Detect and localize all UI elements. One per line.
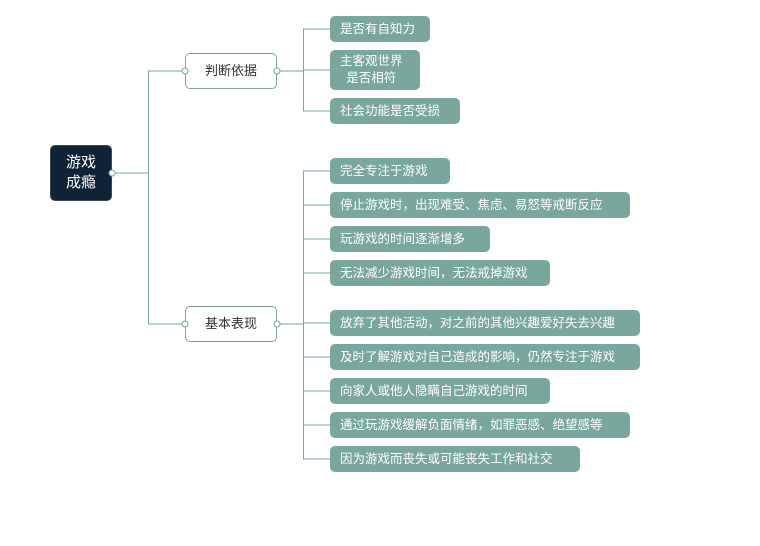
leaf-node-b2-8[interactable]: 因为游戏而丧失或可能丧失工作和社交	[330, 446, 580, 472]
leaf-node-b2-1[interactable]: 停止游戏时，出现难受、焦虑、易怒等戒断反应	[330, 192, 630, 218]
connector-dot	[182, 321, 189, 328]
root-node[interactable]: 游戏 成瘾	[50, 145, 112, 201]
leaf-node-b2-7[interactable]: 通过玩游戏缓解负面情绪，如罪恶感、绝望感等	[330, 412, 630, 438]
leaf-node-b2-2[interactable]: 玩游戏的时间逐渐增多	[330, 226, 490, 252]
leaf-node-b2-6[interactable]: 向家人或他人隐瞒自己游戏的时间	[330, 378, 550, 404]
leaf-node-b2-5[interactable]: 及时了解游戏对自己造成的影响，仍然专注于游戏	[330, 344, 640, 370]
branch-node-b2[interactable]: 基本表现	[185, 306, 277, 342]
leaf-node-b1-1[interactable]: 主客观世界 是否相符	[330, 50, 420, 90]
connector-dot	[182, 68, 189, 75]
leaf-node-b2-3[interactable]: 无法减少游戏时间，无法戒掉游戏	[330, 260, 550, 286]
connector-dot	[274, 321, 281, 328]
connector-dot	[274, 68, 281, 75]
leaf-node-b1-0[interactable]: 是否有自知力	[330, 16, 430, 42]
leaf-node-b1-2[interactable]: 社会功能是否受损	[330, 98, 460, 124]
branch-node-b1[interactable]: 判断依据	[185, 53, 277, 89]
connector-dot	[109, 170, 116, 177]
leaf-node-b2-4[interactable]: 放弃了其他活动，对之前的其他兴趣爱好失去兴趣	[330, 310, 640, 336]
leaf-node-b2-0[interactable]: 完全专注于游戏	[330, 158, 450, 184]
